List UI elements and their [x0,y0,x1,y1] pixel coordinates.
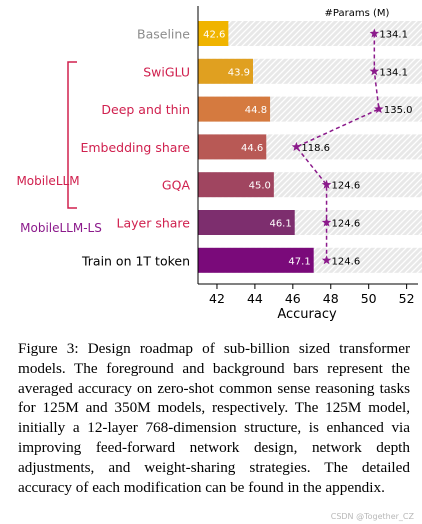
bar-125m [198,58,253,84]
bar-125m [198,247,314,273]
category-label: Baseline [137,27,190,42]
params-star-marker [321,255,332,265]
category-label: Train on 1T token [81,253,190,268]
bar-125m [198,134,267,160]
chart: 42.6 43.9 44.8 44.6 45.0 46.1 47.1 Baseline Swi… [16,6,422,322]
bar-value-label: 45.0 [249,181,271,192]
params-star-marker [321,217,332,227]
x-axis: 42 44 46 48 50 52 Accuracy [197,6,418,322]
bar-125m [198,172,274,198]
foreground-bars [198,21,314,273]
params-value-label: 134.1 [379,30,408,41]
params-value-label: 135.0 [384,105,413,116]
params-value-label: 124.6 [332,181,361,192]
params-star-marker [369,28,380,38]
x-tick-label: 46 [285,291,301,306]
bar-350m [198,21,422,46]
category-label: GQA [162,178,191,193]
bar-value-label: 43.9 [228,67,250,78]
bar-125m [198,96,271,122]
params-star-marker [369,66,380,76]
params-value-label: 124.6 [332,219,361,230]
bar-value-label: 46.1 [269,219,291,230]
params-layer: 134.1 134.1 135.0 118.6 124.6 124.6 124.6 [291,28,413,267]
bar-value-label: 44.6 [241,143,263,154]
params-value-label: 134.1 [379,67,408,78]
mobilellm-bracket [67,61,77,209]
x-ticks: 42 44 46 48 50 52 [209,284,415,306]
bar-value-label: 44.8 [245,105,267,116]
bar-125m [198,210,295,235]
value-labels: 42.6 43.9 44.8 44.6 45.0 46.1 47.1 [203,30,311,268]
params-header: #Params (M) [325,8,390,19]
x-tick-label: 44 [247,291,263,306]
category-labels: Baseline SwiGLU Deep and thin Embedding sha… [80,27,190,269]
figure-caption: Figure 3: Design roadmap of sub-billion … [18,340,410,496]
params-value-label: 118.6 [301,143,330,154]
params-star-marker [321,179,332,189]
x-tick-label: 42 [209,291,225,306]
category-label: Deep and thin [101,102,190,117]
bracket-line [67,61,77,209]
watermark: CSDN @Together_CZ [330,512,414,521]
category-label: Layer share [117,216,191,231]
bar-125m [198,21,229,46]
x-tick-label: 50 [361,291,377,306]
group-label-mobilellm: MobileLLM [16,174,79,188]
x-tick-label: 52 [399,291,415,306]
bar-value-label: 42.6 [203,30,225,41]
x-axis-label: Accuracy [277,307,337,322]
category-label: Embedding share [80,140,190,155]
x-tick-label: 48 [323,291,339,306]
bar-value-label: 47.1 [288,256,310,267]
params-star-marker [291,141,302,151]
category-label: SwiGLU [143,64,190,79]
params-value-label: 124.6 [332,256,361,267]
params-star-marker [374,104,384,114]
group-label-mobilellm-ls: MobileLLM-LS [20,221,102,235]
